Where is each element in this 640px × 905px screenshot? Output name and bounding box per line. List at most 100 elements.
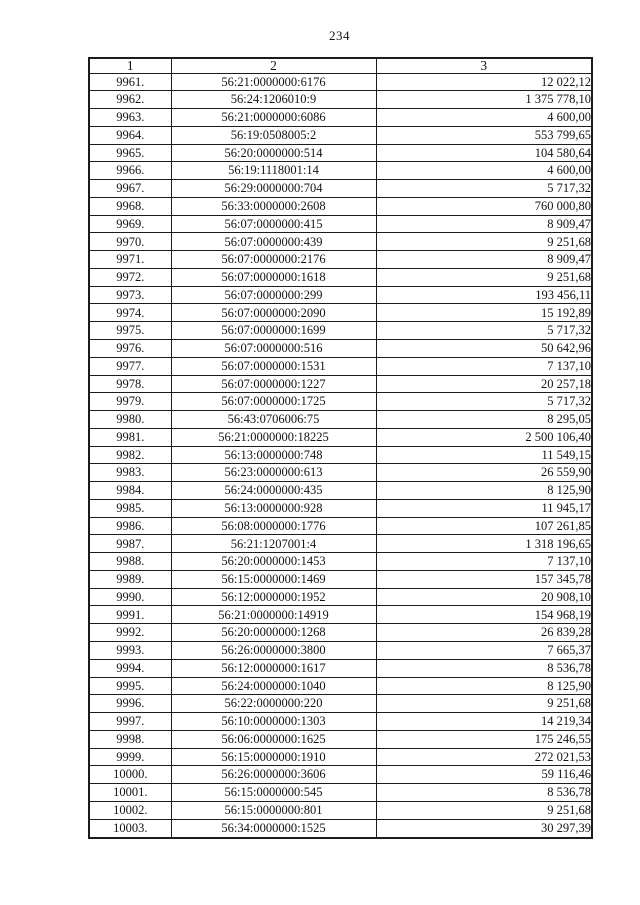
amount-cell: 11 945,17 — [375, 498, 593, 518]
row-number-cell: 9973. — [88, 285, 172, 305]
cadastral-number-cell: 56:07:0000000:299 — [170, 285, 377, 305]
cadastral-number-cell: 56:07:0000000:1531 — [170, 356, 377, 376]
cadastral-number-cell: 56:34:0000000:1525 — [170, 818, 377, 839]
amount-cell: 175 246,55 — [375, 729, 593, 749]
row-number-cell: 9979. — [88, 392, 172, 412]
amount-cell: 59 116,46 — [375, 765, 593, 785]
row-number-cell: 9992. — [88, 623, 172, 642]
table-row: 10000. 56:26:0000000:3606 59 116,46 — [88, 765, 593, 785]
row-number-cell: 9988. — [88, 552, 172, 571]
cadastral-number-cell: 56:07:0000000:1618 — [170, 267, 377, 287]
row-number-cell: 9981. — [88, 427, 172, 447]
cadastral-number-cell: 56:13:0000000:748 — [170, 445, 377, 465]
row-number-cell: 9999. — [88, 747, 172, 767]
row-number-cell: 9986. — [88, 516, 172, 536]
amount-cell: 1 375 778,10 — [375, 90, 593, 110]
amount-cell: 8 125,90 — [375, 676, 593, 696]
cadastral-number-cell: 56:24:0000000:435 — [170, 481, 377, 500]
row-number-cell: 9995. — [88, 676, 172, 696]
row-number-cell: 9987. — [88, 534, 172, 554]
amount-cell: 7 137,10 — [375, 356, 593, 376]
row-number-cell: 9993. — [88, 641, 172, 660]
table-row: 9964. 56:19:0508005:2 553 799,65 — [88, 125, 593, 145]
amount-cell: 20 257,18 — [375, 374, 593, 394]
table-header-row: 1 2 3 — [88, 57, 593, 74]
table-row: 9965. 56:20:0000000:514 104 580,64 — [88, 143, 593, 163]
amount-cell: 8 536,78 — [375, 783, 593, 802]
amount-cell: 12 022,12 — [375, 72, 593, 92]
cadastral-number-cell: 56:19:1118001:14 — [170, 161, 377, 181]
cadastral-number-cell: 56:20:0000000:1268 — [170, 623, 377, 642]
table-row: 10001. 56:15:0000000:545 8 536,78 — [88, 783, 593, 802]
table-row: 9982. 56:13:0000000:748 11 549,15 — [88, 445, 593, 465]
cadastral-number-cell: 56:07:0000000:516 — [170, 338, 377, 358]
row-number-cell: 9966. — [88, 161, 172, 181]
amount-cell: 5 717,32 — [375, 179, 593, 198]
row-number-cell: 9971. — [88, 250, 172, 269]
cadastral-number-cell: 56:26:0000000:3606 — [170, 765, 377, 785]
cadastral-number-cell: 56:23:0000000:613 — [170, 463, 377, 483]
table-row: 9976. 56:07:0000000:516 50 642,96 — [88, 338, 593, 358]
cadastral-number-cell: 56:15:0000000:1910 — [170, 747, 377, 767]
amount-cell: 8 909,47 — [375, 214, 593, 234]
amount-cell: 2 500 106,40 — [375, 427, 593, 447]
row-number-cell: 9972. — [88, 267, 172, 287]
cadastral-number-cell: 56:12:0000000:1617 — [170, 658, 377, 678]
table-row: 9984. 56:24:0000000:435 8 125,90 — [88, 481, 593, 500]
table-row: 9998. 56:06:0000000:1625 175 246,55 — [88, 729, 593, 749]
cadastral-number-cell: 56:21:0000000:18225 — [170, 427, 377, 447]
cadastral-number-cell: 56:12:0000000:1952 — [170, 587, 377, 607]
table-row: 9968. 56:33:0000000:2608 760 000,80 — [88, 196, 593, 216]
column-header-3: 3 — [375, 57, 593, 74]
amount-cell: 7 665,37 — [375, 641, 593, 660]
table-row: 9980. 56:43:0706006:75 8 295,05 — [88, 410, 593, 429]
amount-cell: 8 125,90 — [375, 481, 593, 500]
cadastral-number-cell: 56:22:0000000:220 — [170, 694, 377, 714]
amount-cell: 8 295,05 — [375, 410, 593, 429]
amount-cell: 9 251,68 — [375, 232, 593, 252]
table-row: 9990. 56:12:0000000:1952 20 908,10 — [88, 587, 593, 607]
cadastral-number-cell: 56:07:0000000:1227 — [170, 374, 377, 394]
row-number-cell: 9991. — [88, 605, 172, 625]
amount-cell: 5 717,32 — [375, 321, 593, 340]
table-row: 9992. 56:20:0000000:1268 26 839,28 — [88, 623, 593, 642]
row-number-cell: 9975. — [88, 321, 172, 340]
row-number-cell: 9970. — [88, 232, 172, 252]
table-row: 9989. 56:15:0000000:1469 157 345,78 — [88, 569, 593, 589]
amount-cell: 107 261,85 — [375, 516, 593, 536]
amount-cell: 1 318 196,65 — [375, 534, 593, 554]
amount-cell: 8 536,78 — [375, 658, 593, 678]
row-number-cell: 9961. — [88, 72, 172, 92]
amount-cell: 15 192,89 — [375, 303, 593, 323]
row-number-cell: 9983. — [88, 463, 172, 483]
cadastral-number-cell: 56:06:0000000:1625 — [170, 729, 377, 749]
row-number-cell: 9982. — [88, 445, 172, 465]
table-row: 9999. 56:15:0000000:1910 272 021,53 — [88, 747, 593, 767]
cadastral-number-cell: 56:10:0000000:1303 — [170, 712, 377, 731]
table-row: 9991. 56:21:0000000:14919 154 968,19 — [88, 605, 593, 625]
table-row: 9994. 56:12:0000000:1617 8 536,78 — [88, 658, 593, 678]
cadastral-number-cell: 56:07:0000000:415 — [170, 214, 377, 234]
row-number-cell: 9998. — [88, 729, 172, 749]
table-row: 9983. 56:23:0000000:613 26 559,90 — [88, 463, 593, 483]
amount-cell: 50 642,96 — [375, 338, 593, 358]
amount-cell: 26 839,28 — [375, 623, 593, 642]
table-row: 9973. 56:07:0000000:299 193 456,11 — [88, 285, 593, 305]
column-header-1: 1 — [88, 57, 172, 74]
row-number-cell: 9974. — [88, 303, 172, 323]
row-number-cell: 9967. — [88, 179, 172, 198]
table-row: 9978. 56:07:0000000:1227 20 257,18 — [88, 374, 593, 394]
amount-cell: 8 909,47 — [375, 250, 593, 269]
row-number-cell: 10000. — [88, 765, 172, 785]
cadastral-number-cell: 56:19:0508005:2 — [170, 125, 377, 145]
row-number-cell: 9980. — [88, 410, 172, 429]
amount-cell: 9 251,68 — [375, 800, 593, 820]
table-row: 9995. 56:24:0000000:1040 8 125,90 — [88, 676, 593, 696]
cadastral-number-cell: 56:24:0000000:1040 — [170, 676, 377, 696]
table-body: 9961. 56:21:0000000:6176 12 022,12 9962. 56:… — [88, 72, 593, 839]
table-header: 1 2 3 — [88, 57, 593, 74]
amount-cell: 4 600,00 — [375, 108, 593, 127]
amount-cell: 9 251,68 — [375, 267, 593, 287]
cadastral-number-cell: 56:21:1207001:4 — [170, 534, 377, 554]
